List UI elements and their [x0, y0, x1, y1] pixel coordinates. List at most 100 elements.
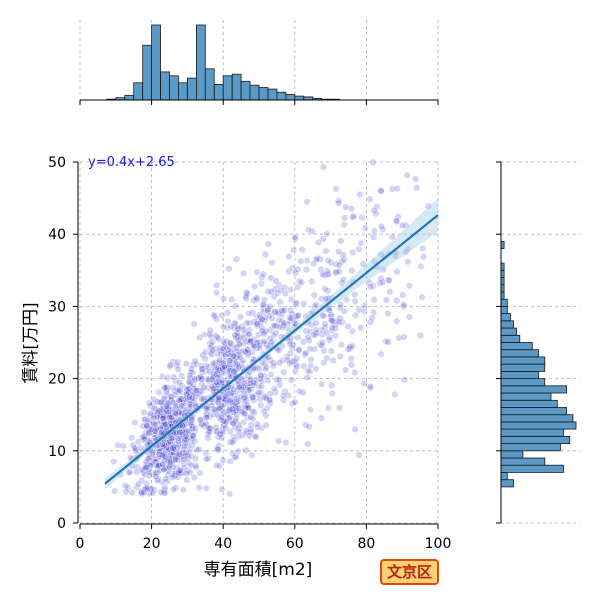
scatter-point: [307, 362, 315, 370]
scatter-point: [321, 320, 329, 328]
scatter-point: [166, 362, 174, 370]
scatter-point: [161, 384, 169, 392]
scatter-point: [256, 395, 264, 403]
scatter-point: [337, 301, 345, 309]
scatter-point: [386, 288, 394, 296]
scatter-point: [246, 379, 254, 387]
scatter-point: [255, 342, 263, 350]
scatter-point: [402, 248, 410, 256]
scatter-point: [393, 184, 401, 192]
scatter-point: [405, 282, 413, 290]
scatter-point: [292, 367, 300, 375]
scatter-point: [249, 309, 257, 317]
y-hist-bar: [500, 305, 508, 314]
scatter-point: [185, 393, 193, 401]
scatter-point: [232, 255, 240, 263]
scatter-point: [195, 390, 203, 398]
scatter-point: [319, 270, 327, 278]
scatter-point: [287, 376, 295, 384]
scatter-point: [384, 310, 392, 318]
scatter-point: [156, 445, 164, 453]
scatter-point: [235, 380, 243, 388]
scatter-point: [145, 472, 153, 480]
scatter-point: [221, 364, 229, 372]
scatter-point: [336, 352, 344, 360]
scatter-point: [221, 351, 229, 359]
x-hist-bar: [285, 94, 296, 101]
scatter-point: [335, 318, 343, 326]
scatter-point: [280, 319, 288, 327]
x-hist-bar: [276, 91, 287, 101]
scatter-point: [277, 286, 285, 294]
scatter-point: [152, 469, 160, 477]
scatter-point: [182, 432, 190, 440]
scatter-panel: 0 20 40 60 80 100 0 10 20 30 40 50 y=0.4x+2.65 専有面…: [21, 155, 451, 580]
scatter-point: [308, 321, 316, 329]
scatter-point: [218, 485, 226, 493]
scatter-point: [361, 224, 369, 232]
scatter-point: [168, 474, 176, 482]
scatter-point: [235, 383, 243, 391]
scatter-point: [188, 416, 196, 424]
scatter-point: [267, 339, 275, 347]
scatter-point: [416, 332, 424, 340]
scatter-point: [145, 454, 153, 462]
y-marginal-panel: [496, 161, 580, 524]
scatter-point: [298, 246, 306, 254]
scatter-point: [281, 387, 289, 395]
scatter-point: [366, 195, 374, 203]
scatter-point: [308, 227, 316, 235]
scatter-point: [356, 191, 364, 199]
scatter-point: [335, 197, 343, 205]
scatter-point: [306, 368, 314, 376]
scatter-point: [249, 408, 257, 416]
scatter-point: [158, 429, 166, 437]
scatter-point: [257, 280, 265, 288]
x-tick-label: 60: [286, 536, 304, 552]
x-hist-bar: [151, 24, 161, 101]
scatter-point: [200, 395, 208, 403]
scatter-point: [208, 375, 216, 383]
y-hist-bar: [500, 313, 511, 322]
scatter-point: [357, 239, 365, 247]
scatter-point: [340, 221, 348, 229]
scatter-point: [230, 386, 238, 394]
scatter-point: [212, 378, 220, 386]
scatter-point: [291, 300, 299, 308]
scatter-point: [124, 484, 132, 492]
scatter-point: [287, 295, 295, 303]
scatter-point: [156, 411, 164, 419]
scatter-point: [270, 385, 278, 393]
x-hist-bar: [195, 24, 206, 101]
scatter-point: [298, 278, 306, 286]
scatter-point: [304, 440, 312, 448]
x-hist-bar: [267, 88, 278, 101]
x-hist-bar: [177, 82, 188, 101]
scatter-point: [198, 362, 206, 370]
scatter-point: [350, 212, 358, 220]
x-hist-bar: [204, 68, 215, 101]
scatter-point: [140, 409, 148, 417]
scatter-point: [417, 262, 425, 270]
scatter-point: [176, 387, 184, 395]
scatter-point: [291, 235, 299, 243]
scatter-point: [372, 210, 380, 218]
scatter-point: [326, 306, 334, 314]
y-hist-bar: [500, 385, 567, 394]
scatter-point: [237, 393, 245, 401]
scatter-point: [285, 267, 293, 275]
scatter-point: [256, 375, 264, 383]
scatter-point: [191, 424, 199, 432]
scatter-point: [391, 390, 399, 398]
scatter-point: [324, 257, 332, 265]
scatter-point: [175, 397, 183, 405]
scatter-point: [292, 321, 300, 329]
scatter-point: [260, 337, 268, 345]
scatter-point: [214, 395, 222, 403]
scatter-point: [323, 354, 331, 362]
scatter-point: [368, 314, 376, 322]
scatter-point: [393, 317, 401, 325]
scatter-point: [370, 308, 378, 316]
scatter-point: [384, 338, 392, 346]
